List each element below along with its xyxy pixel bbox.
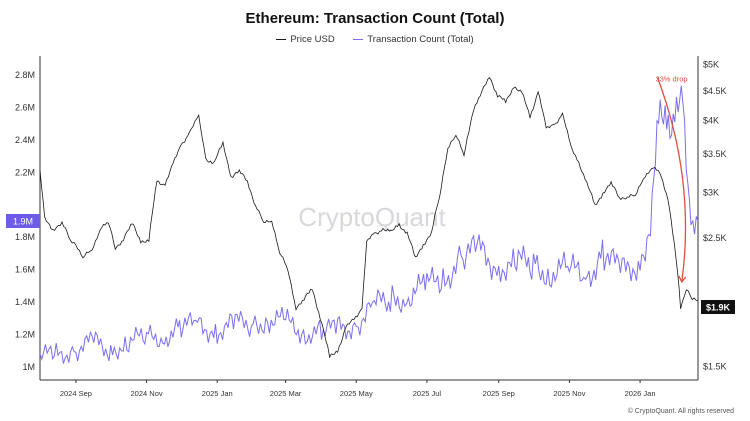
- left-tick-label: 1.2M: [15, 330, 35, 340]
- x-tick-label: 2025 May: [340, 389, 373, 398]
- left-tick-label: 2.8M: [15, 70, 35, 80]
- legend-label-tx: Transaction Count (Total): [367, 34, 474, 45]
- annotation-arrow: [656, 77, 687, 283]
- annotation-label: 33% drop: [655, 74, 687, 83]
- right-tick-label: $1.5K: [703, 361, 727, 371]
- chart-title: Ethereum: Transaction Count (Total): [245, 10, 505, 27]
- right-tick-label: $4K: [703, 115, 719, 125]
- legend: Price USD Transaction Count (Total): [0, 34, 750, 45]
- right-tick-label: $3K: [703, 188, 719, 198]
- x-tick-label: 2025 Jul: [413, 389, 442, 398]
- left-tick-label: 1.6M: [15, 265, 35, 275]
- left-tick-label: 2.6M: [15, 102, 35, 112]
- left-tick-label: 1M: [22, 362, 35, 372]
- legend-swatch-price: [276, 38, 287, 40]
- left-tick-label: 2.4M: [15, 135, 35, 145]
- copyright-footer: © CryptoQuant. All rights reserved: [627, 408, 734, 415]
- watermark: CryptoQuant: [298, 202, 446, 232]
- annotation-arrowhead: [678, 275, 687, 284]
- right-current-value-marker: [701, 300, 735, 315]
- right-current-value-label: $1.9K: [706, 303, 731, 313]
- left-tick-label: 1.4M: [15, 297, 35, 307]
- left-tick-label: 1.8M: [15, 232, 35, 242]
- legend-item-price[interactable]: Price USD: [276, 34, 335, 45]
- left-tick-label: 2.2M: [15, 167, 35, 177]
- x-tick-label: 2025 Mar: [270, 389, 302, 398]
- x-tick-label: 2024 Nov: [131, 389, 163, 398]
- x-tick-label: 2025 Sep: [483, 389, 515, 398]
- legend-item-tx[interactable]: Transaction Count (Total): [353, 34, 474, 45]
- legend-swatch-tx: [353, 38, 364, 40]
- x-tick-label: 2025 Nov: [553, 389, 585, 398]
- right-tick-label: $2.5K: [703, 233, 727, 243]
- right-tick-label: $4.5K: [703, 86, 727, 96]
- left-current-value-marker: [6, 214, 40, 228]
- series-line-price: [39, 76, 699, 359]
- right-tick-label: $3.5K: [703, 149, 727, 159]
- legend-label-price: Price USD: [290, 34, 335, 45]
- x-tick-label: 2024 Sep: [60, 389, 92, 398]
- x-tick-label: 2025 Jan: [202, 389, 233, 398]
- x-tick-label: 2026 Jan: [625, 389, 656, 398]
- series-line-transaction-count: [39, 85, 699, 364]
- right-tick-label: $5K: [703, 59, 719, 69]
- left-current-value-label: 1.9M: [13, 217, 33, 227]
